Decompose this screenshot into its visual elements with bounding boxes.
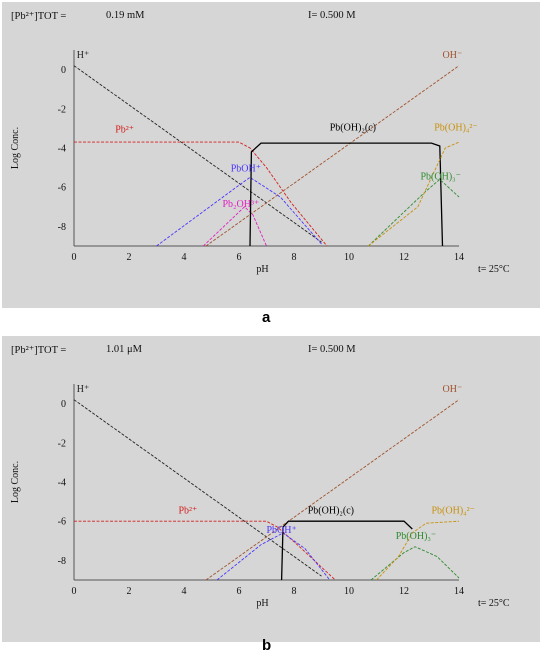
species-label: Pb(OH)₃⁻ xyxy=(396,531,436,542)
x-axis-title: pH xyxy=(256,598,268,609)
x-tick-label: 12 xyxy=(399,252,409,263)
series-line-pboh4 xyxy=(376,520,460,581)
x-tick-label: 10 xyxy=(344,586,354,597)
series-line-pb2 xyxy=(74,520,336,581)
species-label: Pb₂OH³⁺ xyxy=(223,199,260,210)
x-tick-label: 0 xyxy=(72,586,77,597)
x-tick-label: 8 xyxy=(292,252,297,263)
chart-panel-a: [Pb²⁺]TOT = 0.19 mM I= 0.500 M 0 2 4 6 8 10 12… xyxy=(2,2,540,308)
series-line-pb2oh3 xyxy=(202,206,267,247)
x-axis-title: pH xyxy=(256,264,268,275)
species-label: H⁺ xyxy=(77,50,90,61)
x-tick-label: 0 xyxy=(72,252,77,263)
series-line-h xyxy=(73,65,322,243)
x-tick-label: 10 xyxy=(344,252,354,263)
species-label: PbOH⁺ xyxy=(231,164,261,175)
x-tick-label: 14 xyxy=(454,252,464,263)
temperature-label: t= 25°C xyxy=(478,264,510,275)
y-tick-label: -4 xyxy=(58,478,66,489)
species-label: H⁺ xyxy=(77,384,90,395)
x-tick-label: 2 xyxy=(127,252,132,263)
species-label: OH⁻ xyxy=(443,50,463,61)
x-tick-label: 6 xyxy=(237,586,242,597)
y-tick-label: 0 xyxy=(61,65,66,76)
y-tick-label: -8 xyxy=(58,222,66,233)
header-total-conc-value: 0.19 mM xyxy=(106,10,145,21)
x-tick-label: 6 xyxy=(237,252,242,263)
series-line-pboh3 xyxy=(370,546,460,581)
header-ionic-strength: I= 0.500 M xyxy=(308,10,356,21)
x-tick-label: 2 xyxy=(127,586,132,597)
species-label: Pb(OH)₄²⁻ xyxy=(432,505,475,516)
x-tick-label: 14 xyxy=(454,586,464,597)
x-tick-label: 4 xyxy=(182,586,187,597)
header-total-conc-label: [Pb²⁺]TOT = xyxy=(11,11,67,22)
header-ionic-strength: I= 0.500 M xyxy=(308,344,356,355)
series-line-pboh2c xyxy=(280,520,413,581)
chart-plot-b: 0 2 4 6 8 10 12 14 0 -2 -4 -6 -8 Log Conc. pH t= 25°C H⁺… xyxy=(10,384,510,609)
subfigure-label-a: a xyxy=(262,309,271,326)
species-label: Pb²⁺ xyxy=(179,505,198,516)
y-tick-label: -2 xyxy=(58,104,66,115)
series-line-pboh4 xyxy=(368,141,460,247)
series-line-h xyxy=(73,399,322,577)
species-label: Pb(OH)₂(c) xyxy=(330,122,376,133)
x-tick-label: 12 xyxy=(399,586,409,597)
subfigure-label-b: b xyxy=(262,637,272,654)
series-line-pboh2c xyxy=(249,142,444,247)
series-line-pboh xyxy=(156,176,322,247)
header-total-conc-value: 1.01 μM xyxy=(106,344,142,355)
species-label: Pb²⁺ xyxy=(115,124,134,135)
series-line-oh xyxy=(205,65,460,247)
temperature-label: t= 25°C xyxy=(478,598,510,609)
y-tick-label: 0 xyxy=(61,399,66,410)
species-label: Pb(OH)₄²⁻ xyxy=(434,122,477,133)
y-tick-label: -6 xyxy=(58,183,66,194)
y-tick-label: -8 xyxy=(58,556,66,567)
species-label: Pb(OH)₂(c) xyxy=(308,505,354,516)
series-line-oh xyxy=(205,399,460,581)
species-label: OH⁻ xyxy=(443,384,463,395)
header-total-conc-label: [Pb²⁺]TOT = xyxy=(11,345,67,356)
species-label: PbOH⁺ xyxy=(267,525,297,536)
series-line-pboh xyxy=(216,532,331,581)
y-tick-label: -2 xyxy=(58,438,66,449)
chart-panel-b: [Pb²⁺]TOT = 1.01 μM I= 0.500 M 0 2 4 6 8 10 12… xyxy=(2,336,540,642)
series-line-pb2 xyxy=(74,141,328,247)
y-tick-label: -6 xyxy=(58,517,66,528)
y-axis-title: Log Conc. xyxy=(10,461,21,503)
species-label: Pb(OH)₃⁻ xyxy=(421,171,461,182)
y-axis-title: Log Conc. xyxy=(10,127,21,169)
x-tick-label: 8 xyxy=(292,586,297,597)
chart-plot-a: 0 2 4 6 8 10 12 14 0 -2 -4 -6 -8 Log Conc. pH t= 25°C H⁺… xyxy=(10,50,510,275)
x-tick-label: 4 xyxy=(182,252,187,263)
series-line-pboh3 xyxy=(367,178,460,247)
y-tick-label: -4 xyxy=(58,144,66,155)
